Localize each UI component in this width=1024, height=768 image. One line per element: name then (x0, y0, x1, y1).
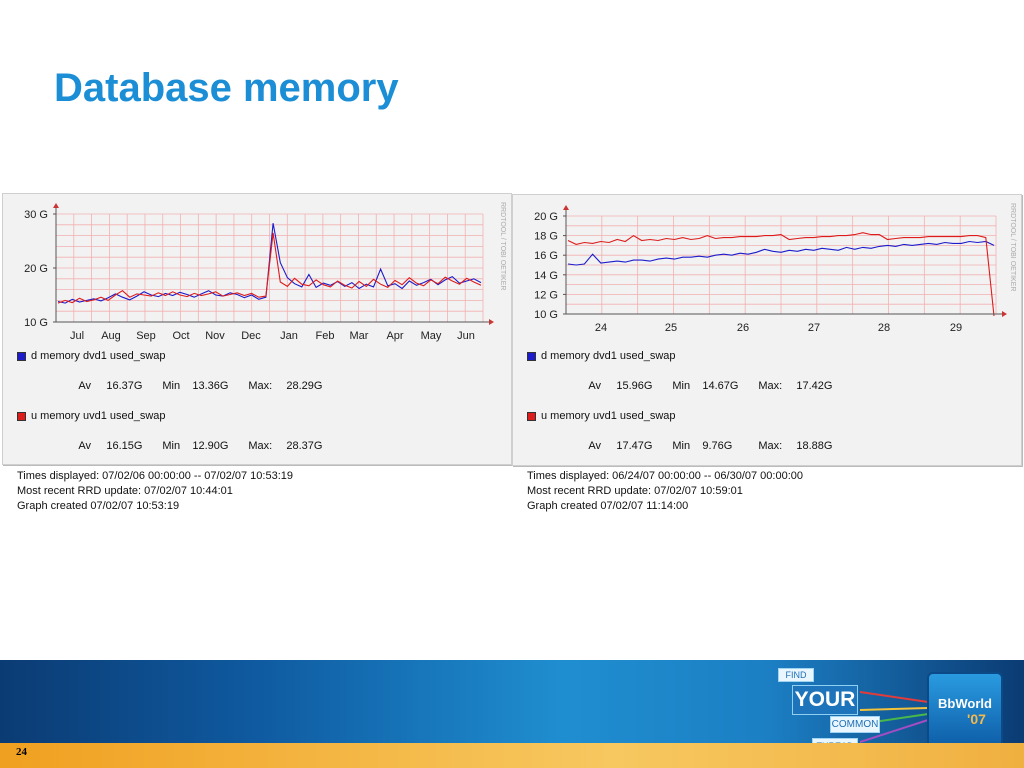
legend-label: d memory dvd1 used_swap (31, 350, 166, 362)
legend-stats-d: Av 15.96G Min 14.67G Max: 17.42G (588, 380, 833, 392)
series-line-u (567, 232, 995, 317)
x-tick-label: Nov (205, 330, 225, 342)
graph-created: Graph created 07/02/07 10:53:19 (17, 500, 180, 512)
legend-stats-d: Av 16.37G Min 13.36G Max: 28.29G (78, 380, 323, 392)
y-axis-arrow (53, 203, 59, 208)
footer-word-your: YOUR (792, 685, 858, 715)
y-tick-label: 20 G (24, 263, 48, 275)
x-tick-label: Jan (280, 330, 298, 342)
thread-lines-graphic (860, 691, 929, 743)
page-title: Database memory (54, 66, 399, 110)
x-tick-label: Aug (101, 330, 121, 342)
chart-weekly: 10 G 12 G 14 G 16 G 18 G 20 G 24 25 26 27 28 29 RRDT… (534, 203, 1016, 334)
x-axis-arrow (489, 319, 494, 325)
x-tick-label: Sep (136, 330, 156, 342)
bbworld-logo: BbWorld '07 (927, 672, 1003, 748)
watermark: RRDTOOL / TOBI OETIKER (499, 202, 506, 290)
chart-legend: d memory dvd1 used_swap Av 15.96G Min 14.67… (527, 349, 832, 514)
watermark: RRDTOOL / TOBI OETIKER (1009, 203, 1016, 291)
x-tick-label: Oct (172, 330, 189, 342)
y-tick-label: 10 G (24, 317, 48, 329)
series-line-u (57, 232, 482, 304)
graph-created: Graph created 07/02/07 11:14:00 (527, 500, 689, 512)
legend-swatch-d (527, 352, 536, 361)
y-tick-label: 16 G (534, 250, 558, 262)
rrd-update: Most recent RRD update: 07/02/07 10:59:0… (527, 485, 743, 497)
chart-legend: d memory dvd1 used_swap Av 16.37G Min 13.36… (17, 349, 322, 514)
legend-stats-u: Av 16.15G Min 12.90G Max: 28.37G (78, 440, 323, 452)
x-tick-label: Jun (457, 330, 475, 342)
series-line-d (567, 240, 995, 266)
x-tick-label: 24 (595, 322, 607, 334)
x-tick-label: May (421, 330, 442, 342)
x-axis-arrow (1002, 311, 1007, 317)
y-tick-label: 10 G (534, 309, 558, 321)
legend-entry-d: d memory dvd1 used_swap (527, 349, 832, 364)
times-displayed: Times displayed: 06/24/07 00:00:00 -- 06… (527, 470, 804, 482)
y-tick-label: 14 G (534, 270, 558, 282)
x-tick-label: Apr (386, 330, 403, 342)
y-tick-label: 30 G (24, 209, 48, 221)
legend-entry-u: u memory uvd1 used_swap (17, 409, 322, 424)
legend-swatch-u (17, 412, 26, 421)
chart-panel-yearly: 10 G 20 G 30 G Jul Aug Sep Oct Nov Dec Jan Feb Mar A… (2, 193, 512, 512)
x-tick-label: 29 (950, 322, 962, 334)
x-tick-label: Feb (316, 330, 335, 342)
x-tick-label: 26 (737, 322, 749, 334)
legend-entry-u: u memory uvd1 used_swap (527, 409, 832, 424)
x-tick-label: 27 (808, 322, 820, 334)
x-tick-label: 25 (665, 322, 677, 334)
x-tick-label: Dec (241, 330, 261, 342)
footer-word-find: FIND (778, 668, 814, 682)
times-displayed: Times displayed: 07/02/06 00:00:00 -- 07… (17, 470, 294, 482)
x-tick-label: 28 (878, 322, 890, 334)
y-tick-label: 20 G (534, 211, 558, 223)
footer-strip (0, 743, 1024, 768)
legend-swatch-u (527, 412, 536, 421)
x-tick-label: Mar (350, 330, 369, 342)
legend-label: d memory dvd1 used_swap (541, 350, 676, 362)
y-tick-label: 12 G (534, 289, 558, 301)
rrd-update: Most recent RRD update: 07/02/07 10:44:0… (17, 485, 233, 497)
logo-year: '07 (967, 711, 986, 727)
legend-stats-u: Av 17.47G Min 9.76G Max: 18.88G (588, 440, 833, 452)
chart-yearly: 10 G 20 G 30 G Jul Aug Sep Oct Nov Dec Jan Feb Mar A… (24, 202, 506, 342)
page-number: 24 (16, 746, 27, 758)
legend-entry-d: d memory dvd1 used_swap (17, 349, 322, 364)
legend-label: u memory uvd1 used_swap (31, 410, 166, 422)
footer-word-common: COMMON (830, 716, 880, 733)
logo-text: BbWorld (938, 696, 992, 711)
y-axis-arrow (563, 205, 569, 210)
chart-panel-weekly: 10 G 12 G 14 G 16 G 18 G 20 G 24 25 26 27 28 29 RRDT… (512, 194, 1022, 512)
legend-label: u memory uvd1 used_swap (541, 410, 676, 422)
legend-swatch-d (17, 352, 26, 361)
x-tick-label: Jul (70, 330, 84, 342)
y-tick-label: 18 G (534, 231, 558, 243)
